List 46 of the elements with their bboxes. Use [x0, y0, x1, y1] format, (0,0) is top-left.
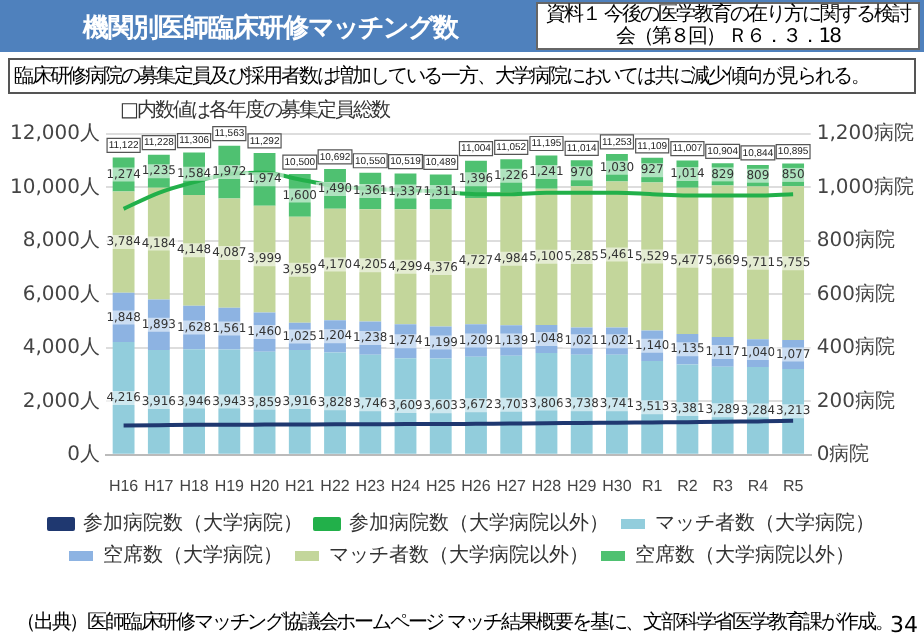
- x-tick-label: H22: [320, 476, 351, 495]
- y2-tick-label: 800病院: [816, 228, 895, 253]
- x-tick-label: H26: [461, 476, 492, 495]
- chart-title: 機関別医師臨床研修マッチング数: [80, 11, 461, 46]
- y-tick-label: 10,000人: [9, 176, 100, 199]
- x-tick-label: H17: [144, 476, 175, 495]
- x-tick-label: H19: [214, 476, 246, 495]
- legend-label: マッチ者数（大学病院）: [655, 511, 875, 536]
- x-tick-label: H24: [390, 476, 422, 495]
- x-tick-label: H21: [285, 476, 316, 495]
- y2-tick-label: 400病院: [816, 335, 895, 360]
- y2-tick-label: 1,000病院: [816, 174, 915, 199]
- y-tick-label: 12,000人: [9, 123, 100, 146]
- y2-tick-label: 0病院: [816, 441, 870, 466]
- legend-label: 空席数（大学病院）: [103, 543, 283, 568]
- x-tick-label: H23: [355, 476, 387, 495]
- x-tick-label: H16: [108, 476, 140, 495]
- x-tick-label: H30: [602, 476, 633, 495]
- legend-label: マッチ者数（大学病院以外）: [329, 543, 589, 568]
- chart-subtitle: 臨床研修病院の募集定員及び採用者数は増加している一方、大学病院においては共に減少傾向が見られる。: [8, 58, 916, 94]
- y-tick-label: 6,000人: [22, 283, 100, 306]
- legend-label: 参加病院数（大学病院以外）: [349, 511, 609, 536]
- y-tick-label: 2,000人: [22, 390, 100, 413]
- y-tick-label: 4,000人: [22, 337, 100, 360]
- y2-tick-label: 600病院: [816, 281, 895, 306]
- legend-label: 参加病院数（大学病院）: [83, 511, 303, 536]
- x-tick-label: R5: [782, 476, 805, 495]
- text: □内数値は各年度の募集定員総数: [120, 97, 389, 124]
- x-tick-label: R4: [747, 476, 770, 495]
- x-tick-label: H27: [496, 476, 527, 495]
- y-tick-label: 0人: [67, 443, 100, 466]
- text: （出典）医師臨床研修マッチング協議会ホームページ マッチ結果概要を基に、文部科学省医学教育課が作成。: [16, 609, 893, 636]
- legend-label: 空席数（大学病院以外）: [635, 543, 855, 568]
- x-tick-label: R1: [641, 476, 664, 495]
- x-tick-label: H20: [249, 476, 281, 495]
- y-tick-label: 8,000人: [22, 230, 100, 253]
- x-tick-label: H18: [179, 476, 210, 495]
- text: 34: [890, 612, 918, 638]
- text: 資料１ 今後の医学教育の在り方に関する検討会（第８回） Ｒ６．３．18: [536, 2, 920, 50]
- y2-tick-label: 200病院: [816, 388, 895, 413]
- y2-tick-label: 1,200病院: [816, 121, 915, 146]
- x-tick-label: H28: [531, 476, 563, 495]
- x-tick-label: H29: [567, 476, 598, 495]
- x-tick-label: H25: [426, 476, 457, 495]
- x-tick-label: R2: [677, 476, 699, 495]
- x-tick-label: R3: [712, 476, 734, 495]
